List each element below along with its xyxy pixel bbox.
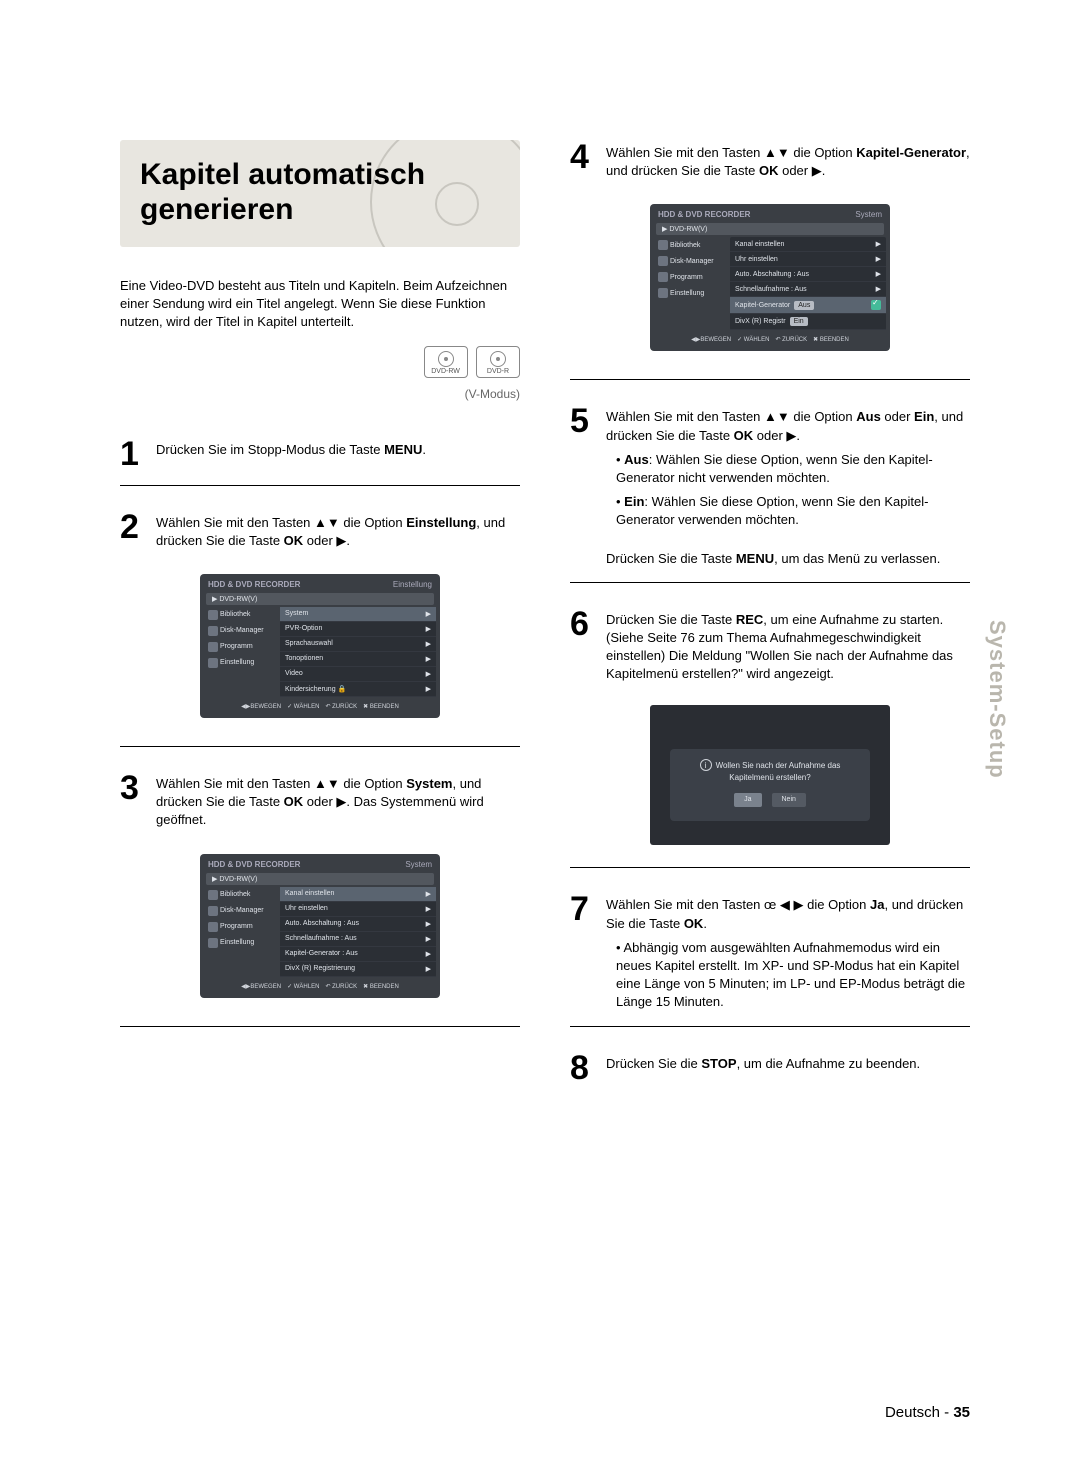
footer-language: Deutsch — [885, 1404, 940, 1421]
step-body-6: Drücken Sie die Taste REC, um eine Aufna… — [606, 607, 970, 684]
vmodus-label: (V-Modus) — [120, 387, 520, 401]
page-footer: Deutsch - 35 — [885, 1404, 970, 1421]
right-column: 4 Wählen Sie mit den Tasten ▲▼ die Optio… — [570, 140, 970, 1099]
title-box: Kapitel automatisch generieren — [120, 140, 520, 247]
step-body-4: Wählen Sie mit den Tasten ▲▼ die Option … — [606, 140, 970, 180]
osd-screenshot-1: HDD & DVD RECORDEREinstellung ▶ DVD-RW(V… — [200, 574, 440, 718]
intro-text: Eine Video-DVD besteht aus Titeln und Ka… — [120, 277, 520, 332]
divider — [120, 746, 520, 747]
step-2: 2 Wählen Sie mit den Tasten ▲▼ die Optio… — [120, 510, 520, 550]
step-body-7: Wählen Sie mit den Tasten œ ◀ ▶ die Opti… — [606, 892, 970, 1011]
step-num-2: 2 — [120, 510, 146, 550]
step-8: 8 Drücken Sie die STOP, um die Aufnahme … — [570, 1051, 970, 1085]
step-4: 4 Wählen Sie mit den Tasten ▲▼ die Optio… — [570, 140, 970, 180]
info-icon: i — [700, 759, 712, 771]
prompt-screenshot: iWollen Sie nach der Aufnahme das Kapite… — [650, 705, 890, 845]
footer-page-number: 35 — [953, 1404, 970, 1421]
step-num-4: 4 — [570, 140, 596, 180]
divider — [120, 485, 520, 486]
step-num-8: 8 — [570, 1051, 596, 1085]
divider — [120, 1026, 520, 1027]
step-6: 6 Drücken Sie die Taste REC, um eine Auf… — [570, 607, 970, 684]
step-body-8: Drücken Sie die STOP, um die Aufnahme zu… — [606, 1051, 920, 1085]
page-title: Kapitel automatisch generieren — [140, 158, 500, 227]
dvd-r-badge: DVD-R — [476, 346, 520, 378]
osd-screenshot-3: HDD & DVD RECORDERSystem ▶ DVD-RW(V) Bib… — [650, 204, 890, 351]
check-icon — [871, 300, 881, 310]
osd-screenshot-2: HDD & DVD RECORDERSystem ▶ DVD-RW(V) Bib… — [200, 854, 440, 998]
step-num-3: 3 — [120, 771, 146, 830]
section-tab: System-Setup — [984, 620, 1010, 779]
divider — [570, 582, 970, 583]
step-1: 1 Drücken Sie im Stopp-Modus die Taste M… — [120, 437, 520, 471]
step-num-7: 7 — [570, 892, 596, 1011]
step-num-1: 1 — [120, 437, 146, 471]
prompt-ja-button: Ja — [734, 793, 761, 807]
divider — [570, 867, 970, 868]
step-body-3: Wählen Sie mit den Tasten ▲▼ die Option … — [156, 771, 520, 830]
step-body-1: Drücken Sie im Stopp-Modus die Taste MEN… — [156, 437, 426, 471]
step-7: 7 Wählen Sie mit den Tasten œ ◀ ▶ die Op… — [570, 892, 970, 1011]
step-body-2: Wählen Sie mit den Tasten ▲▼ die Option … — [156, 510, 520, 550]
left-column: Kapitel automatisch generieren Eine Vide… — [120, 140, 520, 1099]
step-3: 3 Wählen Sie mit den Tasten ▲▼ die Optio… — [120, 771, 520, 830]
dvd-rw-badge: DVD-RW — [424, 346, 468, 378]
step-num-6: 6 — [570, 607, 596, 684]
disc-badges: DVD-RW DVD-R (V-Modus) — [120, 346, 520, 401]
step-num-5: 5 — [570, 404, 596, 567]
step-body-5: Wählen Sie mit den Tasten ▲▼ die Option … — [606, 404, 970, 567]
divider — [570, 379, 970, 380]
divider — [570, 1026, 970, 1027]
step-5: 5 Wählen Sie mit den Tasten ▲▼ die Optio… — [570, 404, 970, 567]
prompt-nein-button: Nein — [772, 793, 806, 807]
